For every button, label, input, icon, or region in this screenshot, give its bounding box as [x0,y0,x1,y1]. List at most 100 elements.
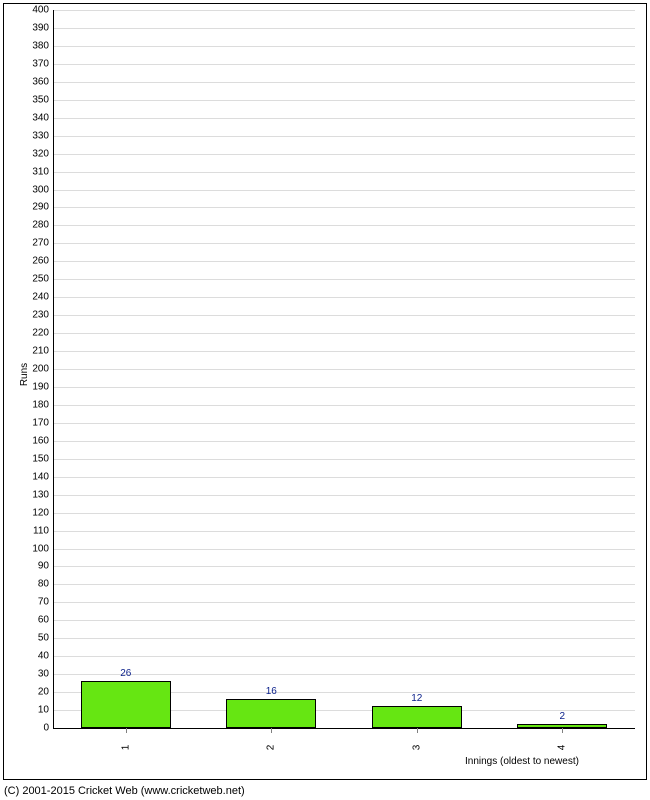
x-tick-mark [562,728,563,733]
y-tick-label: 30 [38,669,49,680]
gridline [53,566,635,567]
y-tick-label: 190 [32,381,49,392]
y-tick-label: 70 [38,597,49,608]
y-tick-label: 350 [32,94,49,105]
y-tick-label: 0 [43,723,49,734]
y-tick-label: 10 [38,705,49,716]
gridline [53,136,635,137]
bar-value-label: 16 [266,686,277,697]
gridline [53,261,635,262]
gridline [53,513,635,514]
gridline [53,10,635,11]
chart-container: 0102030405060708090100110120130140150160… [0,0,650,800]
y-tick-label: 400 [32,5,49,16]
bar-value-label: 26 [120,668,131,679]
gridline [53,620,635,621]
gridline [53,297,635,298]
gridline [53,584,635,585]
y-tick-label: 110 [33,525,49,536]
gridline [53,531,635,532]
gridline [53,387,635,388]
y-tick-label: 340 [32,112,49,123]
y-tick-label: 210 [32,346,49,357]
x-tick-label: 4 [557,745,568,751]
x-tick-label: 2 [266,745,277,751]
gridline [53,638,635,639]
copyright-text: (C) 2001-2015 Cricket Web (www.cricketwe… [4,785,245,797]
y-tick-label: 370 [32,58,49,69]
y-tick-label: 390 [32,22,49,33]
gridline [53,46,635,47]
y-tick-label: 90 [38,561,49,572]
y-axis [53,10,54,728]
gridline [53,441,635,442]
x-tick-label: 3 [411,745,422,751]
y-tick-label: 140 [32,471,49,482]
x-axis-title: Innings (oldest to newest) [465,756,579,767]
y-tick-label: 150 [32,453,49,464]
gridline [53,549,635,550]
y-tick-label: 170 [32,417,49,428]
gridline [53,190,635,191]
gridline [53,100,635,101]
y-tick-label: 320 [32,148,49,159]
y-tick-label: 240 [32,292,49,303]
y-tick-label: 100 [32,543,49,554]
gridline [53,315,635,316]
gridline [53,656,635,657]
gridline [53,351,635,352]
y-tick-label: 80 [38,579,49,590]
bar-value-label: 2 [559,711,565,722]
bar-value-label: 12 [411,693,422,704]
gridline [53,459,635,460]
gridline [53,333,635,334]
bar [226,699,316,728]
bar [372,706,462,728]
gridline [53,602,635,603]
y-tick-label: 380 [32,40,49,51]
gridline [53,279,635,280]
x-axis [53,728,635,729]
x-tick-mark [126,728,127,733]
gridline [53,82,635,83]
y-tick-label: 40 [38,651,49,662]
gridline [53,154,635,155]
gridline [53,405,635,406]
gridline [53,423,635,424]
y-tick-label: 200 [32,364,49,375]
gridline [53,243,635,244]
x-tick-label: 1 [120,745,131,751]
y-tick-label: 230 [32,310,49,321]
gridline [53,64,635,65]
y-tick-label: 60 [38,615,49,626]
gridline [53,118,635,119]
gridline [53,477,635,478]
y-tick-label: 270 [32,238,49,249]
gridline [53,369,635,370]
gridline [53,674,635,675]
x-tick-mark [271,728,272,733]
y-tick-label: 330 [32,130,49,141]
bar [81,681,171,728]
y-tick-label: 280 [32,220,49,231]
y-axis-title: Runs [19,363,30,386]
y-tick-label: 250 [32,274,49,285]
gridline [53,172,635,173]
y-tick-label: 300 [32,184,49,195]
y-tick-label: 220 [32,328,49,339]
gridline [53,225,635,226]
y-tick-label: 120 [32,507,49,518]
y-tick-label: 290 [32,202,49,213]
y-tick-label: 130 [32,489,49,500]
gridline [53,495,635,496]
y-tick-label: 310 [32,166,49,177]
y-tick-label: 20 [38,687,49,698]
gridline [53,28,635,29]
y-tick-label: 260 [32,256,49,267]
y-tick-label: 360 [32,76,49,87]
gridline [53,207,635,208]
x-tick-mark [417,728,418,733]
y-tick-label: 180 [32,399,49,410]
plot-area: 0102030405060708090100110120130140150160… [53,10,635,728]
y-tick-label: 160 [32,435,49,446]
